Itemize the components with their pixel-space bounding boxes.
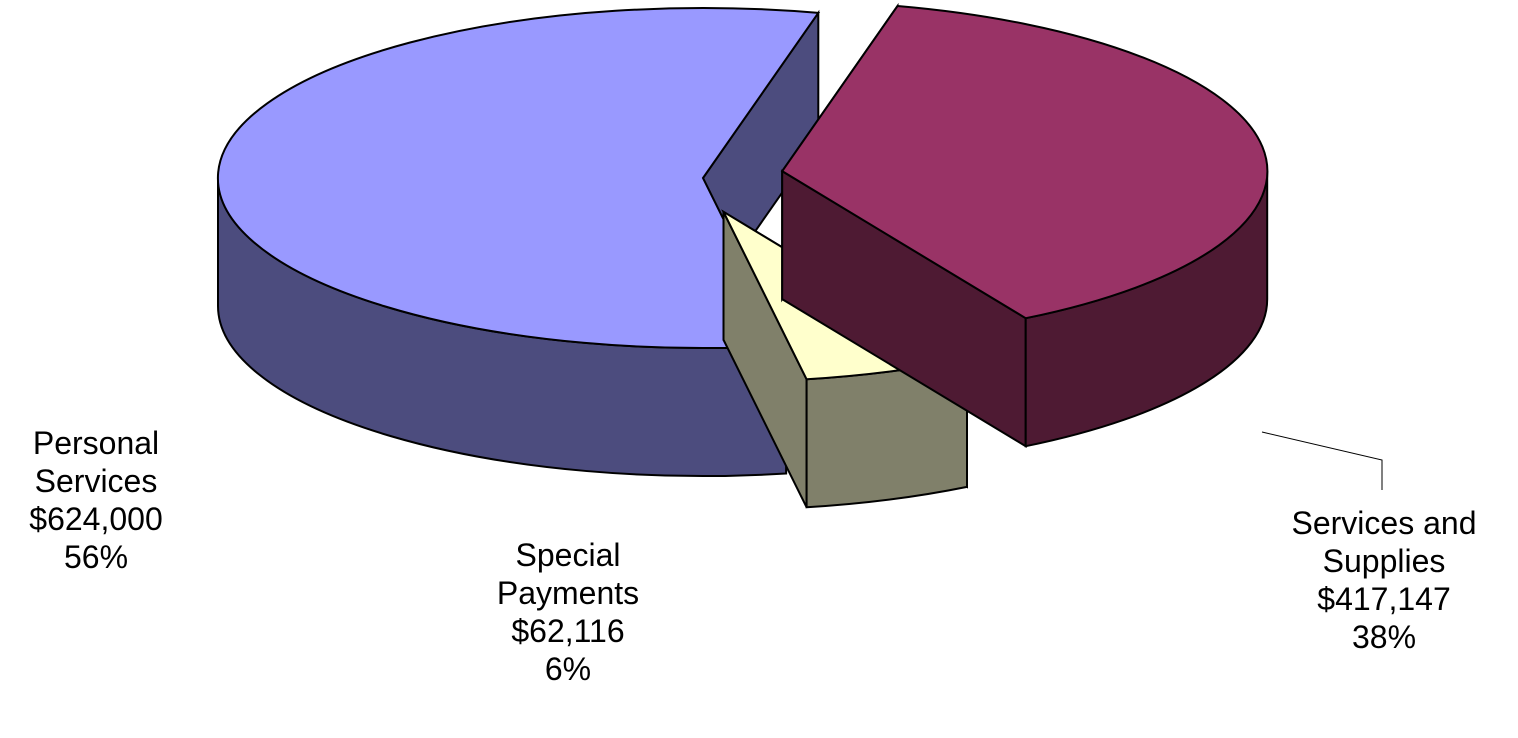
slice-services-and-supplies	[780, 2, 1269, 448]
pie-slices	[216, 2, 1269, 509]
slice-value: $624,000	[29, 501, 163, 537]
slice-name-line: Payments	[496, 575, 640, 611]
slice-top	[216, 7, 821, 349]
slice-percent: 6%	[544, 651, 592, 687]
slice-name-line: Personal	[32, 425, 160, 461]
slice-value: $62,116	[511, 613, 625, 649]
slice-label-services-and-supplies: Services and Supplies $417,147 38%	[1250, 504, 1518, 656]
slice-value: $417,147	[1317, 581, 1451, 617]
slice-percent: 56%	[63, 539, 129, 575]
slice-name-line: Special	[515, 537, 621, 573]
slice-name-line: Supplies	[1322, 543, 1446, 579]
slice-name-line: Services	[34, 463, 158, 499]
slice-top	[780, 4, 1269, 320]
slice-personal-services	[216, 7, 821, 477]
slice-label-special-payments: Special Payments $62,116 6%	[450, 536, 686, 688]
services-supplies-leader-line	[1261, 431, 1383, 490]
slice-label-personal-services: Personal Services $624,000 56%	[0, 424, 192, 576]
slice-percent: 38%	[1351, 619, 1417, 655]
slice-name-line: Services and	[1291, 505, 1477, 541]
